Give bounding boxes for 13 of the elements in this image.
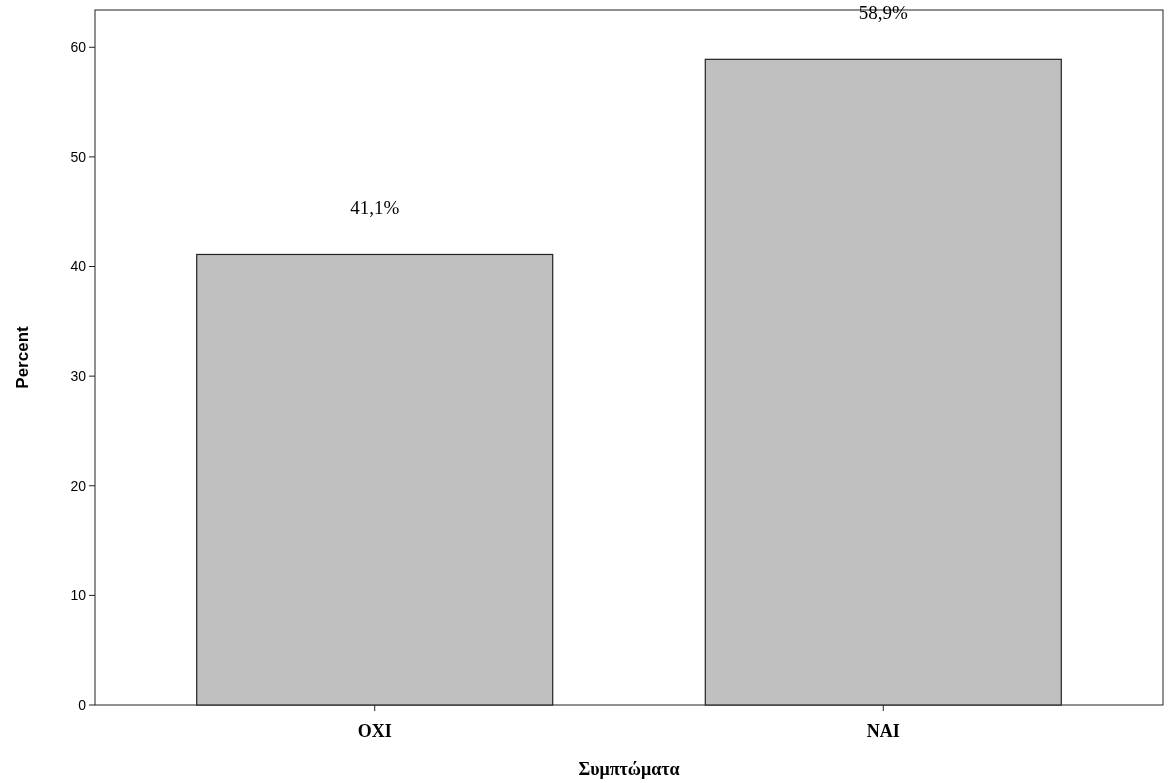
- y-tick-label: 60: [70, 39, 87, 56]
- y-tick-label: 50: [70, 148, 87, 165]
- data-label: 58,9%: [858, 2, 908, 24]
- y-tick-label: 0: [78, 696, 87, 713]
- x-tick-label: OXI: [357, 721, 392, 741]
- y-tick-label: 20: [70, 477, 87, 494]
- data-label: 41,1%: [350, 197, 400, 219]
- y-tick-label: 30: [70, 368, 87, 385]
- x-tick-label: NAI: [866, 721, 900, 741]
- y-axis-title: Percent: [13, 325, 32, 389]
- x-axis-title: Συμπτώματα: [578, 759, 680, 779]
- y-tick-label: 10: [70, 587, 87, 604]
- y-tick-label: 40: [70, 258, 87, 275]
